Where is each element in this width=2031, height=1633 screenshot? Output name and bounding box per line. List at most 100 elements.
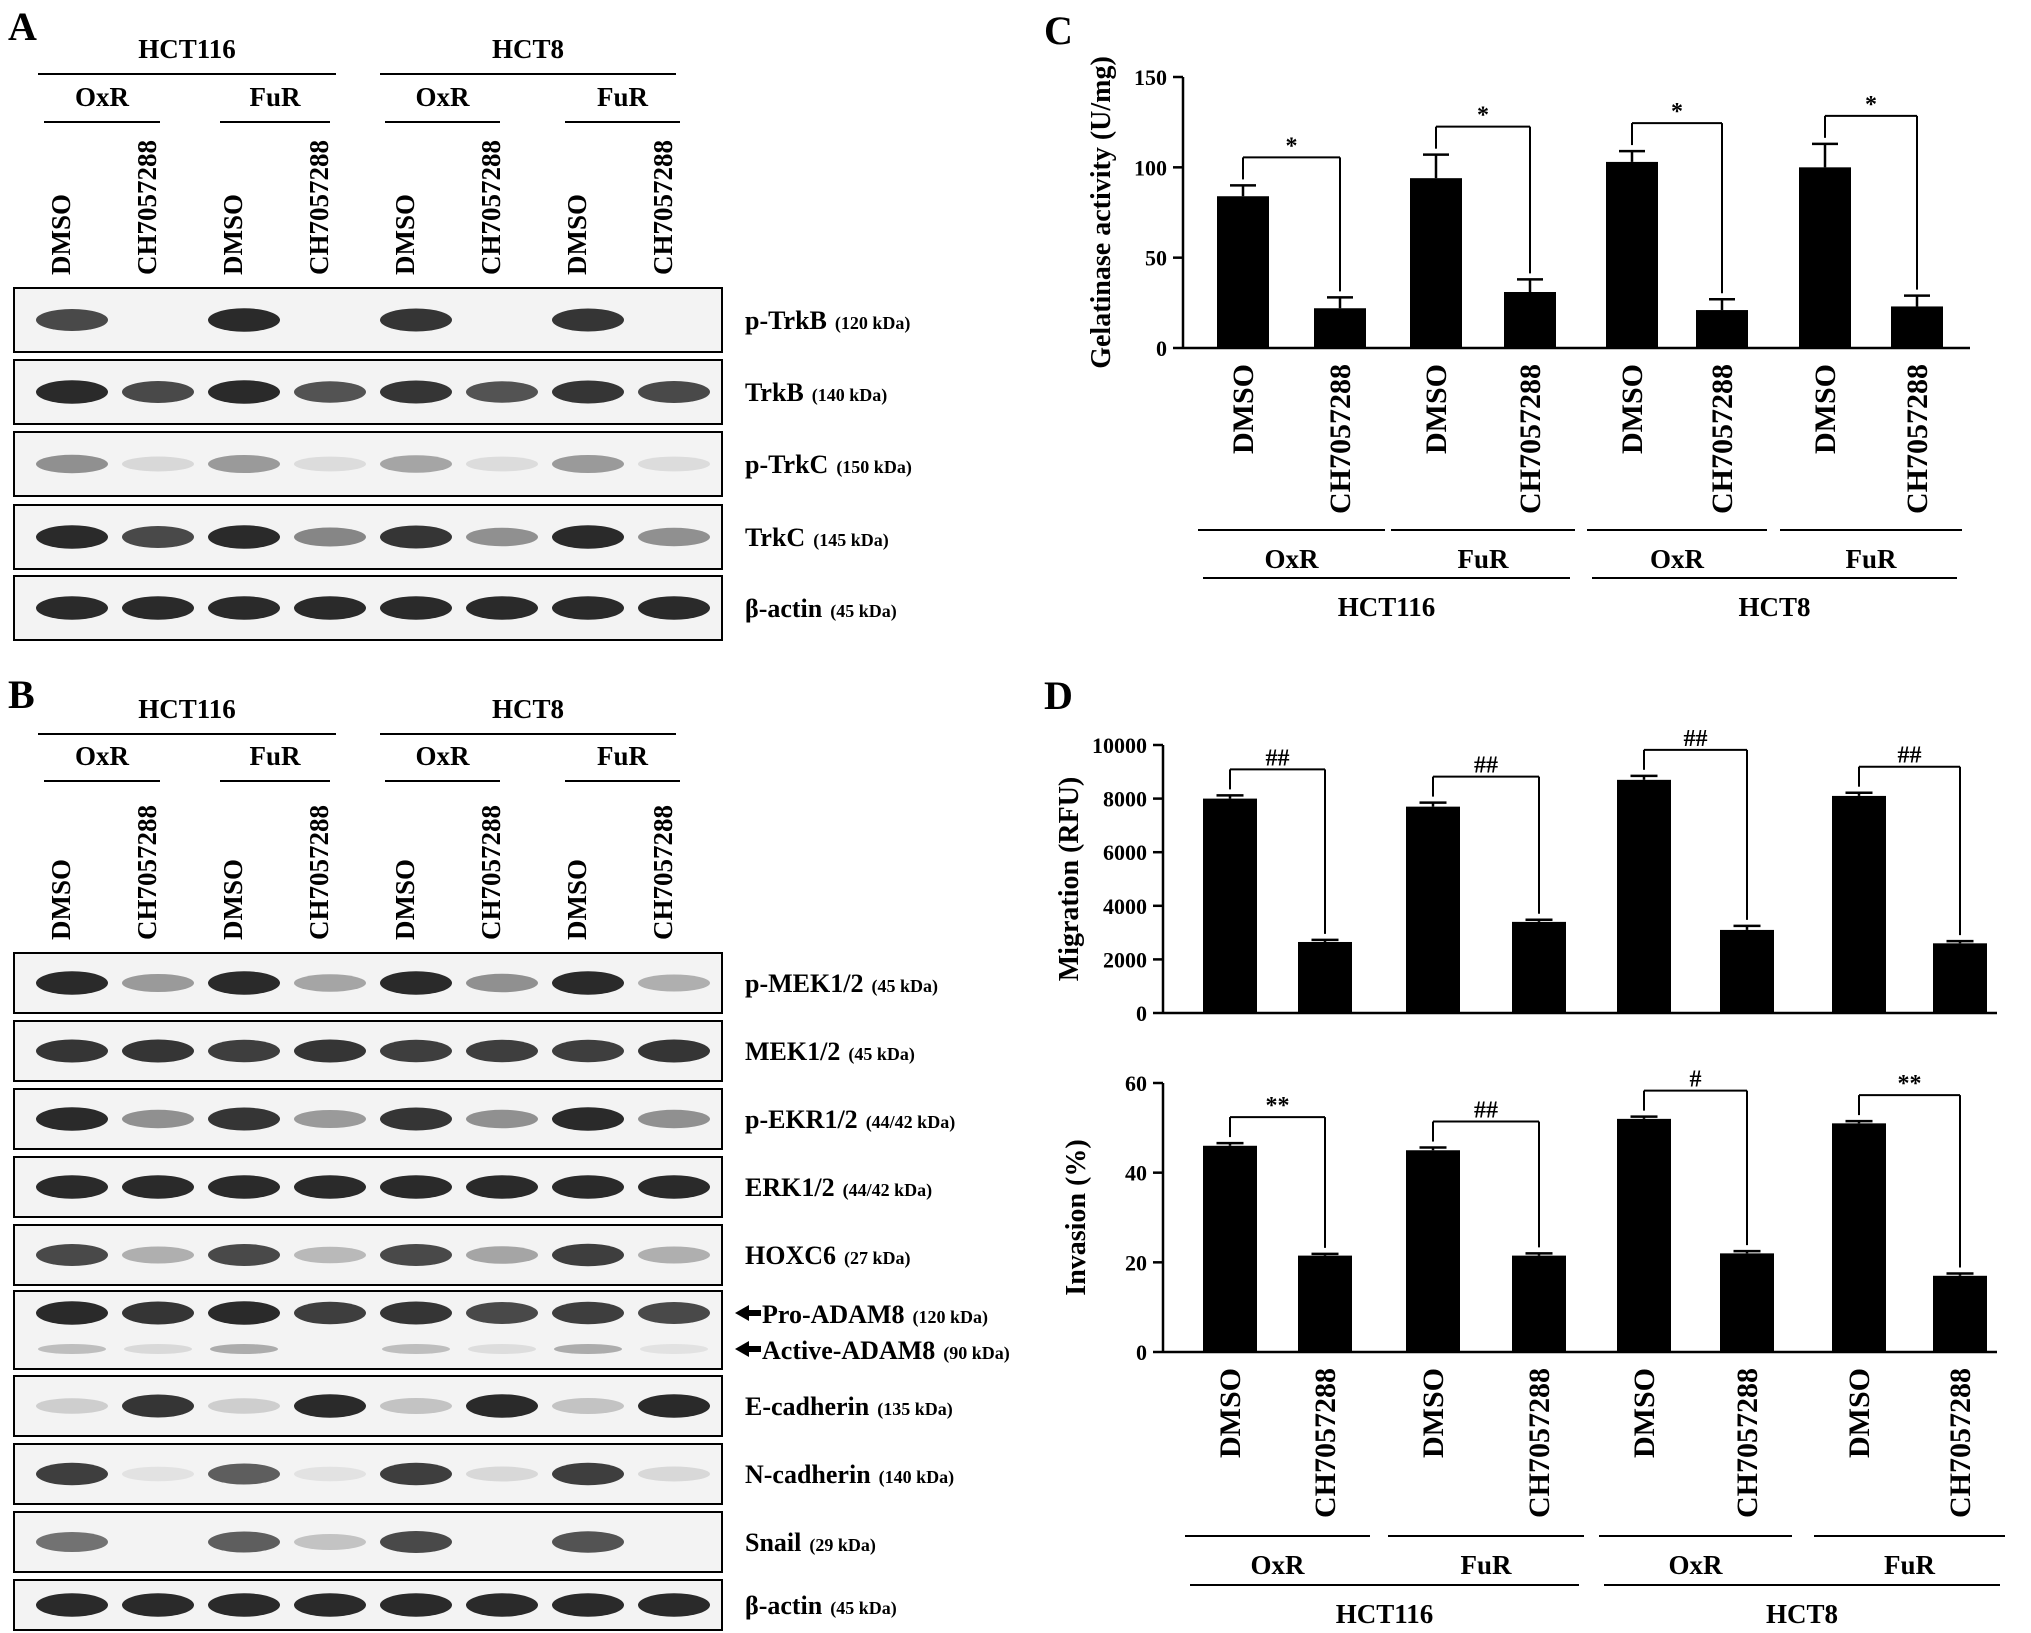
blot-label: p-EKR1/2 (44/42 kDa): [745, 1105, 955, 1134]
band: [466, 456, 538, 472]
band: [554, 1344, 622, 1354]
band: [294, 974, 366, 992]
blot-size: (120 kDa): [835, 313, 911, 334]
band: [122, 1301, 194, 1325]
blot-size: (90 kDa): [943, 1343, 1010, 1364]
sig-marker: **: [1266, 1093, 1290, 1119]
band: [36, 1244, 108, 1266]
panel-a: A HCT116 HCT8 OxR FuR OxR FuR DMSO CH7057288 DMSO…: [8, 4, 912, 641]
band: [466, 1466, 538, 1482]
band: [294, 596, 366, 620]
band: [638, 1039, 710, 1063]
x-tick-label: CH7057288: [1944, 1368, 1977, 1518]
band: [294, 381, 366, 403]
band: [36, 971, 108, 995]
lane-label: DMSO: [390, 194, 420, 275]
band: [294, 456, 366, 472]
band: [38, 1344, 106, 1354]
band: [552, 1301, 624, 1325]
bar: [1298, 1255, 1352, 1352]
lane-label: DMSO: [562, 859, 592, 940]
x-tick-label: CH7057288: [1901, 364, 1934, 514]
band: [466, 381, 538, 403]
sig-marker: *: [1865, 92, 1877, 118]
band: [380, 1039, 452, 1063]
band: [36, 380, 108, 404]
band: [466, 1593, 538, 1617]
band: [380, 525, 452, 549]
band: [638, 596, 710, 620]
band: [36, 454, 108, 474]
band: [380, 1244, 452, 1266]
y-tick-label: 150: [1134, 65, 1167, 90]
x-tick-label: DMSO: [1616, 364, 1649, 454]
panel-label: D: [1044, 673, 1073, 718]
panel-label: A: [8, 4, 37, 49]
lane-label: CH7057288: [476, 140, 506, 275]
band: [36, 1107, 108, 1131]
band: [466, 596, 538, 620]
bar: [1406, 806, 1460, 1013]
band: [36, 1593, 108, 1617]
band: [208, 596, 280, 620]
band: [380, 1462, 452, 1486]
lane-label: DMSO: [390, 859, 420, 940]
lane-label: DMSO: [218, 859, 248, 940]
blot-size: (45 kDa): [830, 1598, 897, 1619]
y-tick-label: 20: [1125, 1250, 1147, 1275]
band: [122, 1593, 194, 1617]
panel-label: B: [8, 672, 35, 717]
subgroup-label: FuR: [597, 82, 649, 112]
blot-label: HOXC6 (27 kDa): [745, 1241, 911, 1270]
blot-label: p-MEK1/2 (45 kDa): [745, 969, 938, 998]
blot-label: Pro-ADAM8 (120 kDa): [762, 1300, 988, 1329]
band: [466, 1039, 538, 1063]
band: [36, 1039, 108, 1063]
blot-name: HOXC6: [745, 1241, 836, 1270]
band: [380, 1531, 452, 1553]
band: [466, 1302, 538, 1324]
subgroup-label: OxR: [1251, 1550, 1306, 1580]
blot-name: N-cadherin: [745, 1460, 871, 1489]
blot-label: TrkB (140 kDa): [745, 378, 887, 407]
band: [122, 1246, 194, 1264]
bar: [1203, 798, 1257, 1013]
lane-label: CH7057288: [304, 805, 334, 940]
band: [380, 971, 452, 995]
band: [552, 308, 624, 332]
sig-marker: *: [1477, 103, 1489, 129]
y-axis-label: Gelatinase activity (U/mg): [1086, 56, 1117, 369]
bar: [1406, 1150, 1460, 1352]
blot-label: N-cadherin (140 kDa): [745, 1460, 954, 1489]
bar: [1504, 291, 1556, 348]
bar: [1832, 795, 1886, 1013]
band: [552, 380, 624, 404]
lane-label: DMSO: [46, 859, 76, 940]
subgroup-label: OxR: [75, 82, 130, 112]
band: [294, 527, 366, 547]
bar: [1891, 306, 1943, 348]
x-tick-label: DMSO: [1628, 1368, 1661, 1458]
band: [380, 1175, 452, 1199]
band: [380, 596, 452, 620]
bar: [1832, 1123, 1886, 1352]
blot-name: TrkC: [745, 523, 805, 552]
band: [208, 455, 280, 473]
band: [466, 1394, 538, 1418]
group-label: HCT8: [1766, 1599, 1838, 1629]
group-label: HCT8: [1738, 592, 1810, 622]
band: [638, 456, 710, 472]
band: [466, 1109, 538, 1129]
bar: [1799, 167, 1851, 348]
band: [36, 1462, 108, 1486]
blot-name: TrkB: [745, 378, 804, 407]
band: [122, 1175, 194, 1199]
band: [638, 1302, 710, 1324]
band: [36, 525, 108, 549]
sig-marker: *: [1286, 133, 1298, 159]
blot-label: p-TrkB (120 kDa): [745, 306, 910, 335]
x-tick-label: DMSO: [1809, 364, 1842, 454]
x-tick-label: CH7057288: [1514, 364, 1547, 514]
band: [36, 309, 108, 331]
